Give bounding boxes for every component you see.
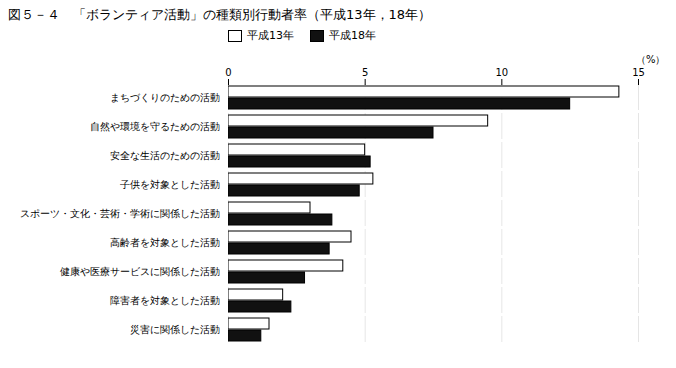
svg-text:10: 10 bbox=[495, 67, 508, 78]
svg-text:安全な生活のための活動: 安全な生活のための活動 bbox=[110, 150, 220, 161]
svg-text:15: 15 bbox=[632, 67, 645, 78]
svg-text:健康や医療サービスに関係した活動: 健康や医療サービスに関係した活動 bbox=[60, 266, 220, 277]
svg-text:まちづくりのための活動: まちづくりのための活動 bbox=[110, 92, 220, 103]
svg-text:子供を対象とした活動: 子供を対象とした活動 bbox=[120, 179, 220, 190]
html-text:平成18年: 平成18年 bbox=[329, 29, 376, 42]
svg-text:スポーツ・文化・芸術・学術に関係した活動: スポーツ・文化・芸術・学術に関係した活動 bbox=[20, 208, 220, 219]
svg-text:（%）: （%） bbox=[636, 54, 666, 65]
svg-text:障害者を対象とした活動: 障害者を対象とした活動 bbox=[110, 295, 220, 306]
svg-text:0: 0 bbox=[225, 67, 231, 78]
svg-text:自然や環境を守るための活動: 自然や環境を守るための活動 bbox=[90, 121, 220, 132]
html-text:平成13年: 平成13年 bbox=[247, 29, 294, 42]
html-text:図５－４ 「ボランティア活動」の種類別行動者率（平成13年，: 図５－４ 「ボランティア活動」の種類別行動者率（平成13年，18年） bbox=[8, 7, 432, 22]
svg-text:災害に関係した活動: 災害に関係した活動 bbox=[130, 324, 220, 335]
svg-text:高齢者を対象とした活動: 高齢者を対象とした活動 bbox=[110, 237, 220, 248]
svg-text:5: 5 bbox=[362, 67, 368, 78]
